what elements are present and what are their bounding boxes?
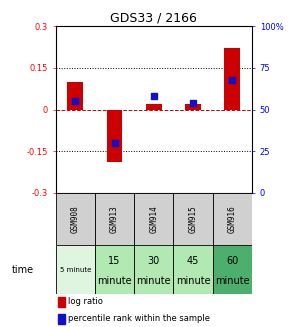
- Bar: [134, 193, 173, 245]
- Text: GSM913: GSM913: [110, 205, 119, 233]
- Text: GSM916: GSM916: [228, 205, 237, 233]
- Text: 60: 60: [226, 256, 239, 266]
- Bar: [213, 193, 252, 245]
- Text: log ratio: log ratio: [68, 297, 103, 306]
- Bar: [67, 82, 83, 110]
- Bar: [95, 245, 134, 294]
- Title: GDS33 / 2166: GDS33 / 2166: [110, 12, 197, 25]
- Text: 30: 30: [148, 256, 160, 266]
- Text: GSM915: GSM915: [189, 205, 197, 233]
- Point: [230, 77, 235, 82]
- Bar: [107, 110, 122, 163]
- Text: minute: minute: [215, 276, 250, 285]
- Bar: [146, 104, 162, 110]
- Bar: [173, 245, 213, 294]
- Text: 5 minute: 5 minute: [59, 267, 91, 273]
- Point: [73, 99, 78, 104]
- Text: minute: minute: [137, 276, 171, 285]
- Text: GSM908: GSM908: [71, 205, 80, 233]
- Text: 15: 15: [108, 256, 121, 266]
- Text: percentile rank within the sample: percentile rank within the sample: [68, 314, 210, 323]
- Bar: [213, 245, 252, 294]
- Bar: [56, 245, 95, 294]
- Point: [112, 140, 117, 146]
- Bar: [224, 48, 240, 110]
- Text: time: time: [12, 265, 34, 275]
- Point: [151, 94, 156, 99]
- Text: minute: minute: [176, 276, 210, 285]
- Bar: [58, 297, 65, 307]
- Bar: [56, 193, 95, 245]
- Bar: [173, 193, 213, 245]
- Text: 45: 45: [187, 256, 199, 266]
- Bar: [95, 193, 134, 245]
- Bar: [58, 314, 65, 324]
- Bar: [134, 245, 173, 294]
- Point: [191, 100, 195, 106]
- Text: GSM914: GSM914: [149, 205, 158, 233]
- Bar: [185, 104, 201, 110]
- Text: minute: minute: [97, 276, 132, 285]
